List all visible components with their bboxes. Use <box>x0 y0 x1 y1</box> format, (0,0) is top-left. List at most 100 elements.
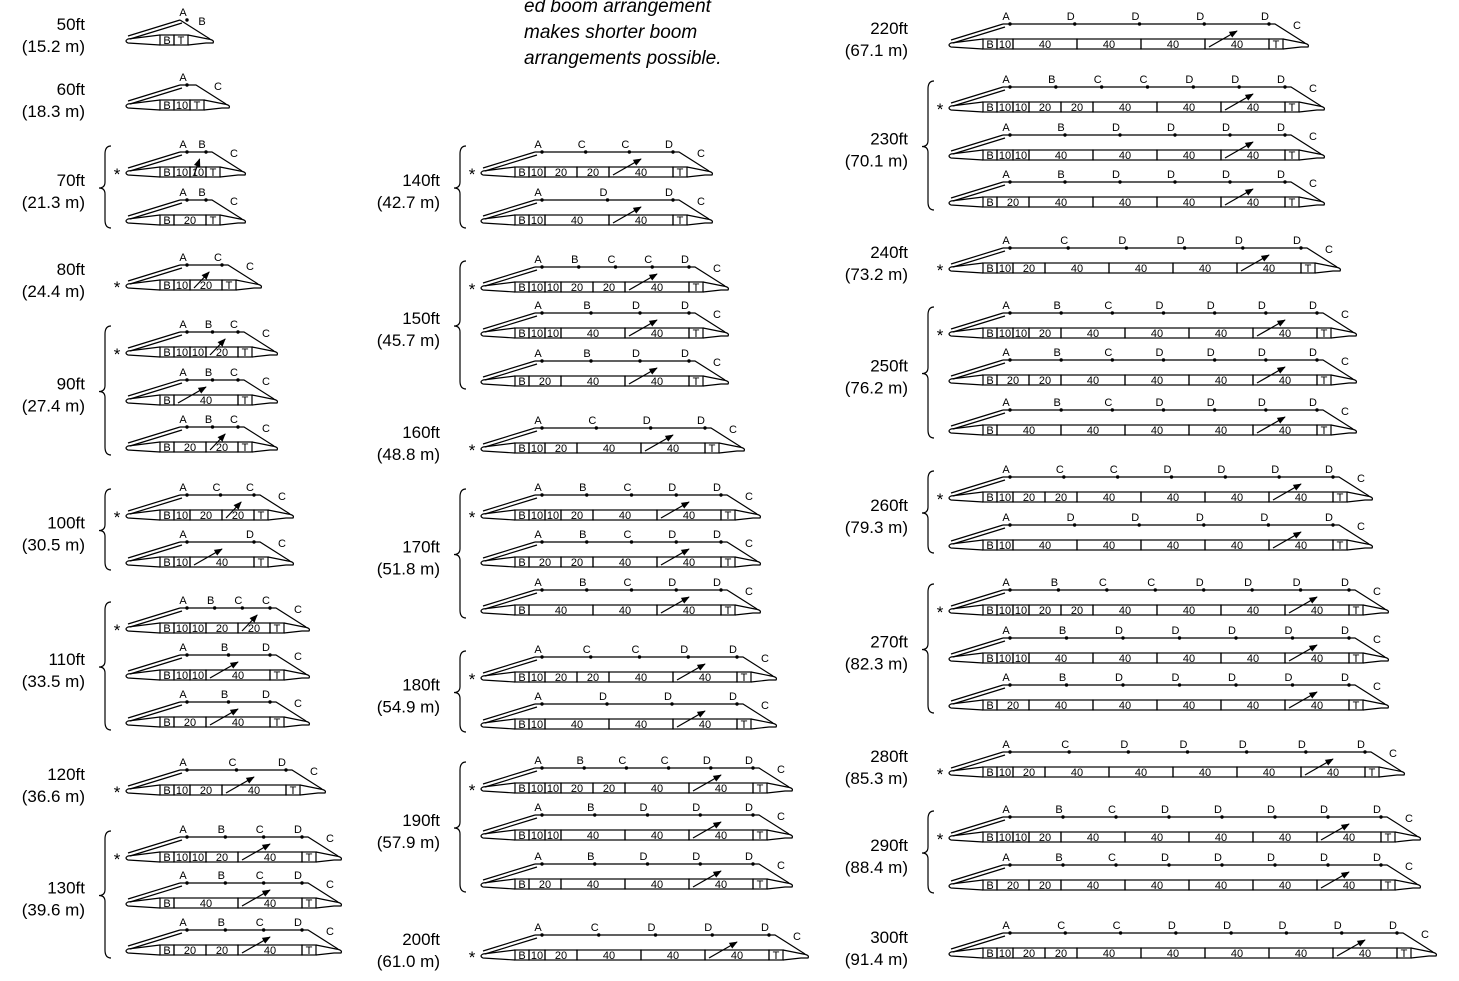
section-label: T <box>178 35 185 47</box>
pendant-dot <box>670 702 674 706</box>
boom-foot <box>948 652 984 664</box>
section-label: 40 <box>1087 832 1099 844</box>
section-label: T <box>757 783 764 795</box>
pendant-dot <box>1167 815 1171 819</box>
length-ft: 260ft <box>870 496 908 515</box>
pendant-label: B <box>1053 300 1060 312</box>
pendant-label: D <box>761 922 769 934</box>
arrow <box>209 708 239 726</box>
section-label: 10 <box>192 167 204 179</box>
pendant-dot <box>540 265 544 269</box>
pendant-line <box>535 199 710 220</box>
section-label: 20 <box>555 443 567 455</box>
pendant-label: D <box>294 870 302 882</box>
pendant-label: C <box>1061 739 1069 751</box>
section-label: T <box>1289 197 1296 209</box>
section-label: 40 <box>1231 948 1243 960</box>
section-label: 40 <box>232 670 244 682</box>
arrow <box>209 661 239 679</box>
pendant-label: D <box>1196 11 1204 23</box>
arrow <box>1320 871 1350 889</box>
pendant-label: C <box>326 879 334 891</box>
pendant-label: D <box>1239 739 1247 751</box>
boom-section <box>1332 491 1348 503</box>
length-ft: 140ft <box>402 171 440 190</box>
pendant-dot <box>589 311 593 315</box>
pendant-dot <box>1299 246 1303 250</box>
pendant-dot <box>1173 180 1177 184</box>
section-label: 20 <box>1039 375 1051 387</box>
pendant-line <box>179 19 211 40</box>
pendant-dot <box>540 933 544 937</box>
section-label: 40 <box>1295 948 1307 960</box>
boom-foot <box>480 878 516 890</box>
section-label: 20 <box>200 280 212 292</box>
boom-foot <box>125 669 161 681</box>
length-ft: 60ft <box>57 80 86 99</box>
pendant-dot <box>1244 750 1249 754</box>
pendant-label: B <box>587 851 594 863</box>
backstay <box>127 607 181 625</box>
pendant-dot <box>594 426 599 430</box>
pendant-dot <box>698 813 702 817</box>
boom-tip <box>1362 699 1390 711</box>
length-m: (39.6 m) <box>22 901 85 920</box>
backstay <box>129 932 183 950</box>
pendant-label: D <box>1228 625 1236 637</box>
pendant-label: A <box>179 689 187 701</box>
pendant-line <box>1003 181 1322 202</box>
pendant-dot <box>674 493 678 497</box>
pendant-label: A <box>534 644 542 656</box>
section-label: 20 <box>1007 375 1019 387</box>
backstay <box>129 839 183 857</box>
pendant-label: C <box>1373 681 1381 693</box>
pendant-label: D <box>1214 852 1222 864</box>
pendant-label: B <box>1057 122 1064 134</box>
section-label: 40 <box>1039 540 1051 552</box>
pendant-label: C <box>246 482 254 494</box>
pendant-label: D <box>1389 920 1397 932</box>
section-label: T <box>757 879 764 891</box>
boom-section <box>736 718 752 730</box>
boom-section <box>237 394 253 406</box>
section-label: 40 <box>651 830 663 842</box>
pendant-dot <box>687 311 691 315</box>
pendant-line <box>180 929 339 950</box>
boom-tip <box>219 166 247 178</box>
pendant-label: D <box>1156 347 1164 359</box>
pendant-label: C <box>1309 131 1317 143</box>
pendant-dot <box>261 881 266 885</box>
boom-section <box>253 556 269 568</box>
pendant-dot <box>1174 931 1178 935</box>
pendant-line <box>180 379 275 400</box>
pendant-dot <box>1266 523 1271 527</box>
pendant-dot <box>1059 311 1063 315</box>
pendant-label: C <box>230 196 238 208</box>
backstay <box>129 22 183 40</box>
section-label: 40 <box>1183 197 1195 209</box>
arrow <box>193 158 201 176</box>
pendant-label: D <box>262 689 270 701</box>
pendant-line <box>180 151 243 172</box>
pendant-label: D <box>1261 11 1269 23</box>
pendant-label: C <box>214 252 222 264</box>
pendant-line <box>1003 86 1322 107</box>
pendant-dot <box>1114 815 1118 819</box>
pendant-label: D <box>600 187 608 199</box>
section-label: T <box>226 280 233 292</box>
pendant-dot <box>650 265 654 269</box>
backstay <box>950 751 1004 769</box>
pendant-label: C <box>729 424 737 436</box>
pendant-label: D <box>1277 169 1285 181</box>
pendant-label: D <box>294 917 302 929</box>
section-label: 20 <box>603 783 615 795</box>
pendant-label: C <box>777 764 785 776</box>
section-label: T <box>1369 767 1376 779</box>
boom-section <box>1348 604 1364 616</box>
pendant-dot <box>226 700 231 704</box>
pendant-dot <box>1220 863 1224 867</box>
boom-tip <box>299 784 327 796</box>
length-m: (24.4 m) <box>22 282 85 301</box>
section-label: B <box>518 376 525 388</box>
boom-section <box>301 944 317 956</box>
